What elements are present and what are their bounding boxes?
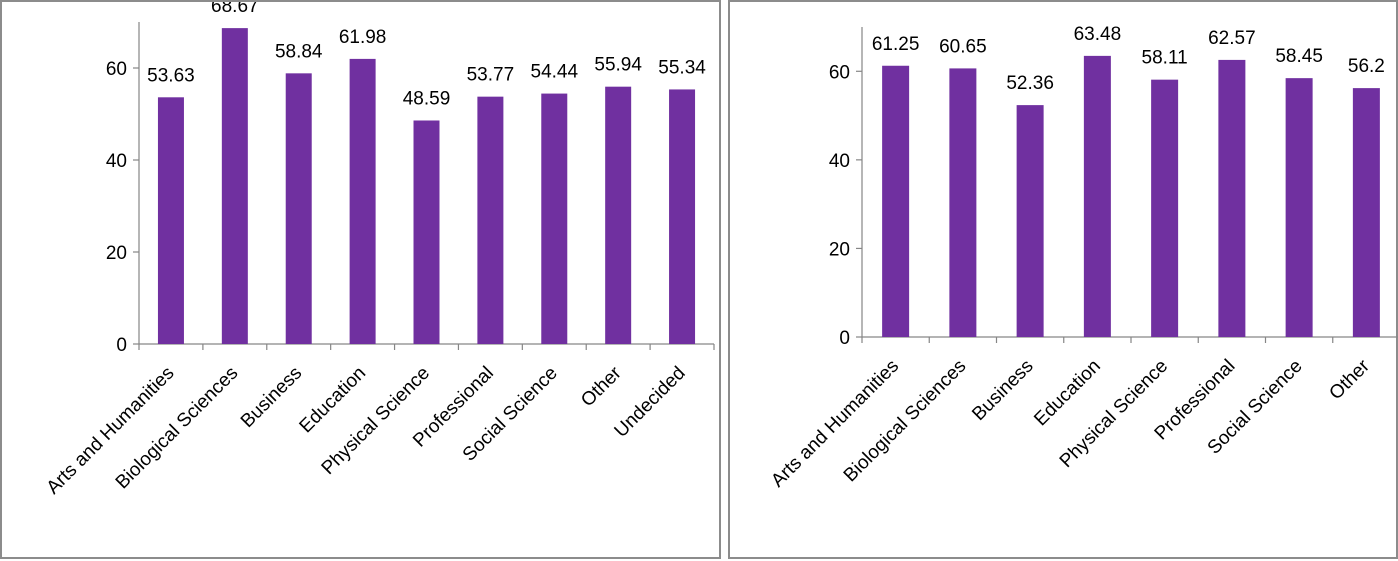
- y-tick-label: 60: [106, 59, 127, 80]
- data-label: 53.63: [147, 65, 195, 86]
- bar: [1151, 79, 1179, 338]
- category-label: Biological Sciences: [112, 363, 243, 494]
- bar: [1016, 105, 1044, 338]
- y-tick-label: 40: [106, 151, 127, 172]
- category-label: Physical Science: [318, 363, 434, 479]
- data-label: 61.25: [872, 34, 920, 55]
- bar: [349, 58, 376, 344]
- y-tick-label: 40: [829, 151, 850, 172]
- data-label: 54.44: [531, 62, 579, 83]
- bar: [1218, 59, 1246, 337]
- data-label: 61.98: [339, 27, 387, 48]
- category-label: Other: [1325, 355, 1374, 404]
- bar-chart-right: 0 20 40 60 61.25 Arts and Humanities 60.65 Biol…: [767, 24, 1398, 492]
- y-tick-label: 60: [829, 62, 850, 83]
- y-tick-label: 0: [116, 335, 127, 356]
- bar: [477, 96, 504, 345]
- bar: [285, 73, 312, 344]
- data-label: 52.36: [1006, 73, 1054, 94]
- bar: [157, 97, 184, 344]
- data-label: 58.84: [275, 41, 323, 62]
- chart-panel-left: 0 20 40 60 53.63 Arts and Humanities 68.67 Biol…: [0, 0, 721, 559]
- data-label: 68.67: [211, 2, 259, 17]
- chart-panel-right: 0 20 40 60 61.25 Arts and Humanities 60.65 Biol…: [728, 0, 1398, 559]
- bar-chart-left: 0 20 40 60 53.63 Arts and Humanities 68.67 Biol…: [43, 2, 715, 499]
- bar: [949, 68, 977, 338]
- bar: [541, 93, 568, 345]
- data-label: 58.45: [1275, 46, 1323, 67]
- bar: [605, 86, 632, 345]
- category-label: Arts and Humanities: [43, 363, 179, 499]
- bar: [1285, 78, 1313, 338]
- category-label: Biological Sciences: [840, 356, 971, 487]
- data-label: 53.77: [467, 65, 515, 86]
- bar: [413, 120, 440, 345]
- y-tick-label: 20: [829, 239, 850, 260]
- bar: [221, 28, 248, 344]
- bar: [1352, 88, 1380, 337]
- data-label: 62.57: [1208, 28, 1256, 49]
- data-label: 63.48: [1074, 24, 1122, 45]
- data-label: 56.2: [1348, 56, 1385, 77]
- data-label: 58.11: [1142, 48, 1188, 69]
- data-label: 55.94: [594, 55, 642, 76]
- y-tick-label: 0: [839, 328, 850, 349]
- data-label: 55.34: [658, 57, 706, 78]
- category-label: Arts and Humanities: [767, 356, 903, 492]
- data-label: 48.59: [403, 88, 451, 109]
- data-label: 60.65: [939, 36, 987, 57]
- y-tick-label: 20: [106, 243, 127, 264]
- bar: [882, 65, 910, 337]
- category-label: Business: [968, 356, 1037, 425]
- category-label: Other: [577, 362, 626, 411]
- bar: [1083, 55, 1111, 337]
- bar: [669, 89, 696, 344]
